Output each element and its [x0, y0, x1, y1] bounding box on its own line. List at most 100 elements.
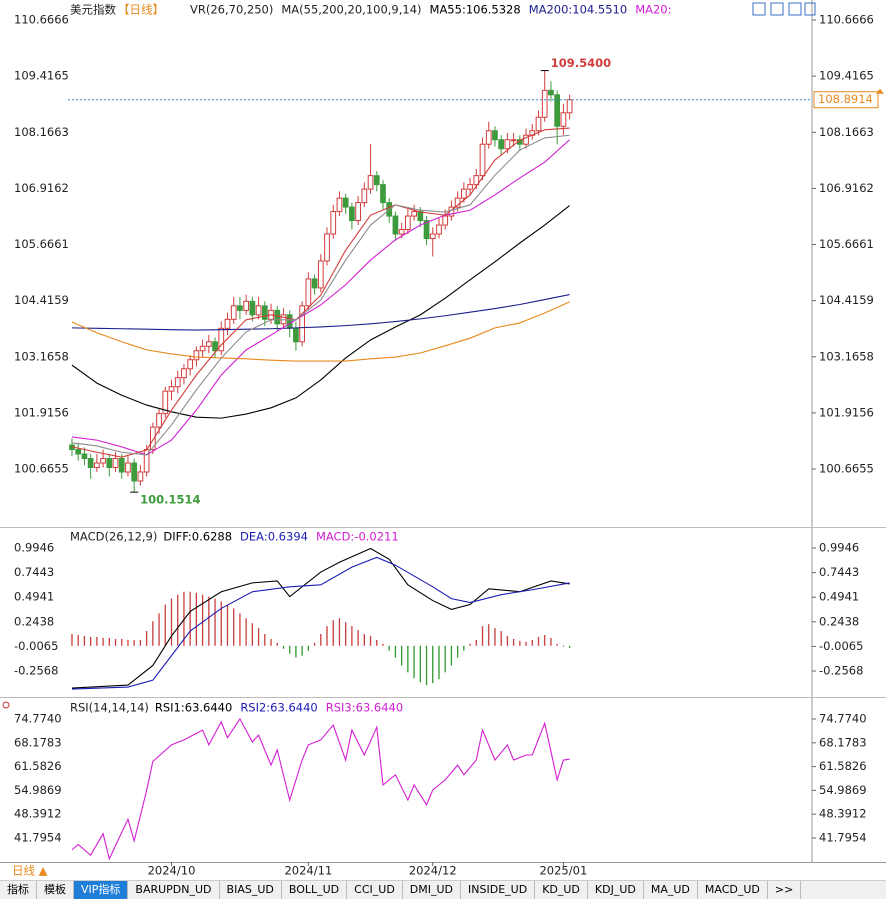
- indicator-line: [71, 547, 570, 689]
- candle-body: [523, 134, 529, 145]
- indicator-label: MA(55,200,20,100,9,14): [281, 3, 421, 17]
- y-tick-label-right: 48.3912: [819, 807, 867, 821]
- candle-body: [324, 233, 330, 262]
- indicator-tab[interactable]: MACD_UD: [698, 881, 768, 899]
- indicator-line: [71, 134, 570, 456]
- y-tick-label-right: -0.0065: [819, 639, 863, 653]
- indicator-tab[interactable]: BIAS_UD: [220, 881, 282, 899]
- candle-body: [504, 139, 511, 150]
- candle-body: [510, 139, 517, 142]
- candle-body: [355, 202, 361, 222]
- candle-body: [286, 314, 293, 329]
- candle-body: [305, 278, 312, 307]
- indicator-tab[interactable]: BARUPDN_UD: [128, 881, 220, 899]
- last-price-box: [813, 91, 879, 109]
- indicator-tab[interactable]: KDJ_UD: [588, 881, 644, 899]
- candle-body: [168, 386, 175, 392]
- y-tick-label: 104.4159: [14, 293, 69, 307]
- icon-button[interactable]: [804, 2, 816, 16]
- candle-body: [498, 139, 505, 150]
- indicator-tab[interactable]: 模板: [37, 881, 74, 899]
- indicator-tab[interactable]: 指标: [0, 881, 37, 899]
- indicator-tab[interactable]: VIP指标: [74, 881, 129, 899]
- y-tick-label-right: 103.1658: [819, 349, 874, 363]
- indicator-tab[interactable]: MA_UD: [644, 881, 698, 899]
- indicator-tab[interactable]: >>: [768, 881, 802, 899]
- candle-body: [405, 215, 411, 231]
- candle-body: [380, 184, 386, 204]
- y-tick-label-right: 106.9162: [819, 181, 874, 195]
- icon-button[interactable]: [770, 2, 784, 16]
- y-tick-label-right: 0.9946: [819, 541, 859, 555]
- indicator-tab[interactable]: DMI_UD: [403, 881, 462, 899]
- candle-body: [199, 345, 206, 352]
- chart-title: 美元指数: [70, 3, 116, 17]
- candle-body: [541, 89, 548, 118]
- candle-body: [274, 309, 281, 325]
- icon-button[interactable]: [752, 2, 766, 16]
- candle-body: [93, 462, 100, 469]
- chart-subtitle: 【日线】: [118, 3, 164, 17]
- y-tick-label-right: 109.4165: [819, 69, 874, 83]
- y-tick-label: 0.2438: [14, 614, 54, 628]
- candle-body: [560, 112, 567, 127]
- y-tick-label: 108.1663: [14, 125, 69, 139]
- y-tick-label: 48.3912: [14, 807, 62, 821]
- candle-body: [243, 300, 250, 311]
- y-tick-label: -0.2568: [14, 664, 58, 678]
- candle-body: [342, 197, 349, 208]
- y-tick-label: 0.4941: [14, 590, 54, 604]
- candle-body: [311, 278, 318, 289]
- indicator-line: [71, 556, 570, 690]
- candle-body: [460, 188, 467, 199]
- candle-body: [118, 458, 125, 473]
- candle-body: [212, 341, 218, 352]
- y-tick-label-right: 0.7443: [819, 565, 859, 579]
- y-tick-label: 109.4165: [14, 69, 69, 83]
- candle-body: [156, 413, 162, 428]
- legend-entry: MA200:104.5510: [529, 3, 628, 17]
- indicator-label: VR(26,70,250): [190, 3, 273, 17]
- candle-body: [230, 305, 237, 320]
- legend-entry: RSI2:63.6440: [240, 701, 317, 715]
- y-tick-label-right: 108.1663: [819, 125, 874, 139]
- candle-body: [137, 471, 144, 482]
- candle-body: [112, 458, 119, 469]
- candle-body: [224, 318, 231, 329]
- indicator-tab[interactable]: INSIDE_UD: [461, 881, 536, 899]
- candle-body: [392, 215, 399, 235]
- y-tick-label: 0.7443: [14, 565, 54, 579]
- candle-body: [125, 462, 131, 473]
- indicator-tab[interactable]: BOLL_UD: [282, 881, 348, 899]
- y-tick-label: 74.7740: [14, 711, 62, 725]
- candle-body: [367, 175, 374, 190]
- legend-entry: RSI1:63.6440: [155, 701, 232, 715]
- icon-button[interactable]: [788, 2, 802, 16]
- y-tick-label: -0.0065: [14, 639, 58, 653]
- indicator-line: [71, 294, 570, 331]
- y-tick-label: 54.9869: [14, 783, 62, 797]
- settings-icon[interactable]: [2, 701, 10, 709]
- candle-body: [336, 197, 343, 213]
- indicator-line: [71, 717, 570, 861]
- legend-entry: DEA:0.6394: [240, 530, 308, 544]
- chart: 日线 ▲ 110.6666 110.6666 109.4165 109.4165 108…: [0, 0, 886, 878]
- candle-body: [436, 224, 442, 235]
- period-button[interactable]: 日线 ▲: [12, 864, 48, 878]
- candle-body: [299, 305, 305, 343]
- candle-body: [361, 188, 368, 204]
- toolbar-icons[interactable]: [752, 2, 816, 16]
- y-tick-label-right: 61.5826: [819, 759, 867, 773]
- candle-body: [249, 300, 256, 316]
- x-tick-label: 2024/11: [284, 864, 332, 878]
- candle-body: [492, 130, 498, 141]
- candle-body: [87, 458, 94, 469]
- indicator-tab[interactable]: CCI_UD: [347, 881, 403, 899]
- candle-body: [473, 175, 480, 186]
- y-tick-label-right: 0.2438: [819, 614, 859, 628]
- candle-body: [467, 184, 473, 190]
- legend-entry: MA20:: [635, 3, 671, 17]
- indicator-tab[interactable]: KD_UD: [535, 881, 588, 899]
- x-tick-label: 2025/01: [539, 864, 587, 878]
